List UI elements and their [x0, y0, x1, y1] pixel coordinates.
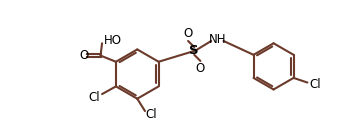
Text: NH: NH — [209, 33, 226, 46]
Text: S: S — [189, 44, 199, 58]
Text: O: O — [79, 49, 88, 62]
Text: O: O — [196, 62, 205, 75]
Text: HO: HO — [104, 34, 122, 47]
Text: O: O — [183, 27, 193, 40]
Text: Cl: Cl — [309, 78, 321, 91]
Text: Cl: Cl — [88, 91, 100, 104]
Text: Cl: Cl — [145, 108, 157, 121]
